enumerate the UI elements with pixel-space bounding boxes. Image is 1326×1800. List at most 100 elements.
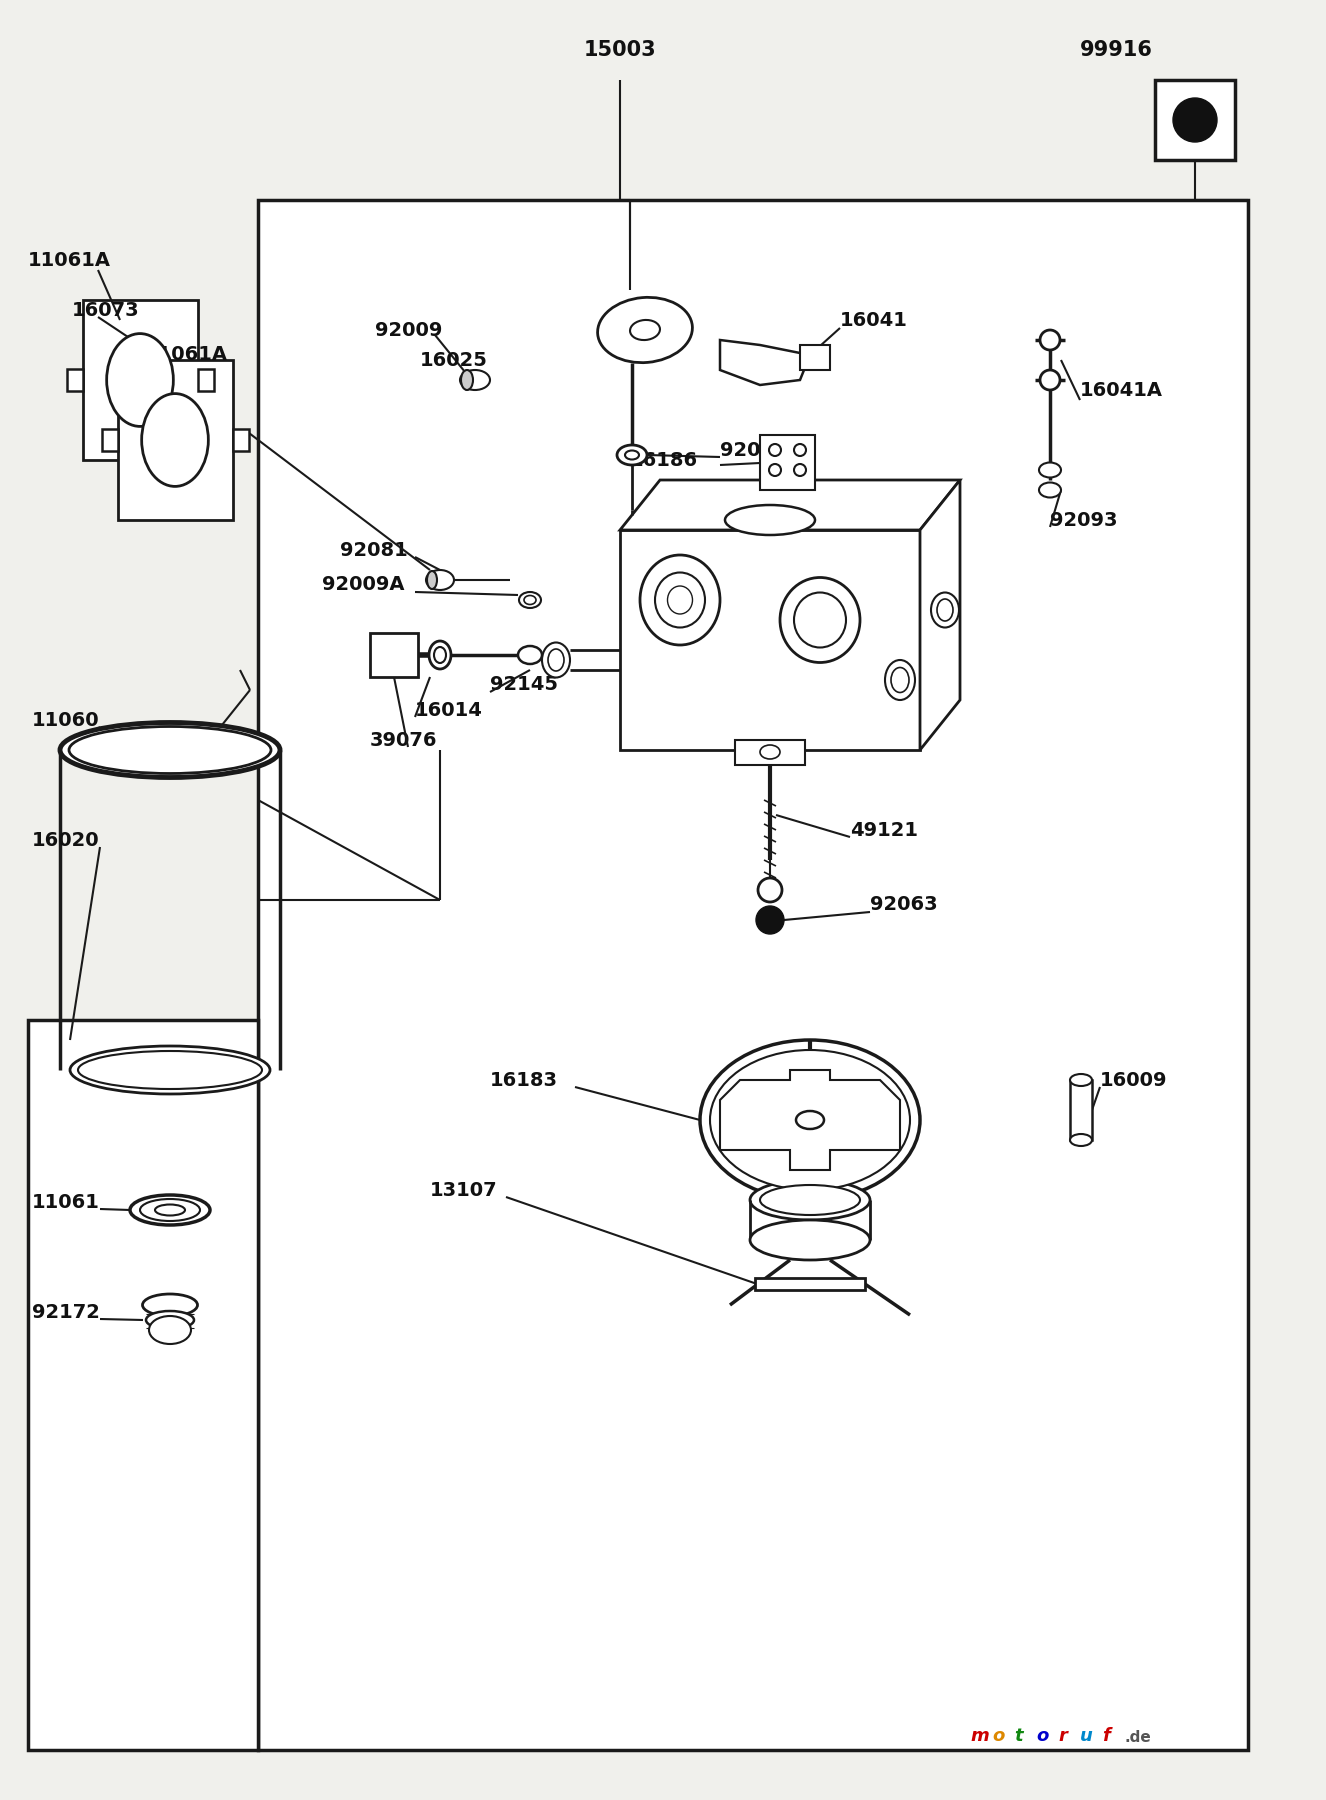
Ellipse shape — [655, 572, 705, 628]
Text: 16014: 16014 — [415, 700, 483, 720]
Text: 92093: 92093 — [720, 441, 788, 459]
Ellipse shape — [427, 571, 438, 589]
Circle shape — [1040, 371, 1059, 391]
Ellipse shape — [640, 554, 720, 644]
Text: o: o — [992, 1726, 1004, 1744]
Polygon shape — [232, 428, 248, 452]
Bar — [1155, 79, 1235, 160]
Text: m: m — [971, 1726, 989, 1744]
Polygon shape — [66, 369, 82, 391]
Ellipse shape — [430, 641, 451, 670]
Text: 99916: 99916 — [1079, 40, 1152, 59]
Ellipse shape — [617, 445, 647, 464]
Ellipse shape — [931, 592, 959, 628]
Text: 92172: 92172 — [32, 1303, 99, 1321]
Ellipse shape — [598, 297, 692, 362]
Text: t: t — [1014, 1726, 1022, 1744]
Ellipse shape — [548, 650, 564, 671]
Text: f: f — [1102, 1726, 1110, 1744]
Polygon shape — [621, 529, 920, 751]
Ellipse shape — [625, 450, 639, 459]
Ellipse shape — [70, 1046, 271, 1094]
Text: 11061A: 11061A — [28, 250, 111, 270]
Polygon shape — [621, 481, 960, 529]
Bar — [1070, 1080, 1093, 1139]
Ellipse shape — [1070, 1134, 1093, 1147]
Bar — [259, 200, 1248, 1750]
Ellipse shape — [106, 333, 174, 427]
Polygon shape — [920, 481, 960, 751]
Ellipse shape — [700, 1040, 920, 1201]
Text: 16020: 16020 — [32, 830, 99, 850]
Ellipse shape — [518, 592, 541, 608]
Text: 16041A: 16041A — [1079, 380, 1163, 400]
Ellipse shape — [149, 1316, 191, 1345]
Text: r: r — [1058, 1726, 1067, 1744]
Ellipse shape — [142, 1294, 198, 1316]
Bar — [735, 740, 805, 765]
Circle shape — [758, 878, 782, 902]
Text: 16073: 16073 — [72, 301, 139, 320]
Text: 11061A: 11061A — [145, 346, 228, 364]
Polygon shape — [102, 428, 118, 452]
Polygon shape — [118, 360, 232, 520]
Text: 16183: 16183 — [491, 1071, 558, 1089]
Text: 13107: 13107 — [430, 1181, 497, 1199]
Polygon shape — [198, 369, 213, 391]
Ellipse shape — [796, 1111, 823, 1129]
Ellipse shape — [794, 445, 806, 455]
Ellipse shape — [751, 1181, 870, 1220]
Ellipse shape — [937, 599, 953, 621]
Ellipse shape — [891, 668, 910, 693]
Polygon shape — [800, 346, 830, 371]
Ellipse shape — [769, 445, 781, 455]
Bar — [754, 1278, 865, 1291]
Ellipse shape — [884, 661, 915, 700]
Ellipse shape — [146, 1310, 194, 1328]
Text: 92145: 92145 — [491, 675, 558, 695]
Bar — [28, 1021, 259, 1750]
Text: 16025: 16025 — [420, 351, 488, 369]
Ellipse shape — [1040, 463, 1061, 477]
Ellipse shape — [794, 592, 846, 648]
Bar — [370, 634, 418, 677]
Ellipse shape — [524, 596, 536, 605]
Ellipse shape — [69, 727, 271, 774]
Polygon shape — [760, 436, 815, 490]
Ellipse shape — [794, 464, 806, 475]
Circle shape — [1174, 97, 1217, 142]
Text: u: u — [1079, 1726, 1093, 1744]
Text: 49121: 49121 — [850, 821, 918, 839]
Text: 11060: 11060 — [32, 711, 99, 729]
Ellipse shape — [760, 1184, 861, 1215]
Text: 92009: 92009 — [375, 320, 443, 340]
Ellipse shape — [751, 1220, 870, 1260]
Text: 39076: 39076 — [370, 731, 438, 749]
Circle shape — [1040, 329, 1059, 349]
Ellipse shape — [78, 1051, 263, 1089]
Ellipse shape — [630, 320, 660, 340]
Text: 16009: 16009 — [1101, 1071, 1167, 1089]
Text: 15003: 15003 — [583, 40, 656, 59]
Text: .de: .de — [1124, 1730, 1151, 1744]
Ellipse shape — [760, 745, 780, 760]
Ellipse shape — [155, 1204, 186, 1215]
Text: 16186: 16186 — [630, 450, 697, 470]
Ellipse shape — [667, 587, 692, 614]
Polygon shape — [720, 1069, 900, 1170]
Text: 92093: 92093 — [1050, 511, 1118, 529]
Ellipse shape — [1040, 482, 1061, 497]
Polygon shape — [720, 340, 810, 385]
Text: 11061: 11061 — [32, 1192, 99, 1211]
Ellipse shape — [60, 722, 280, 778]
Text: 92063: 92063 — [870, 896, 937, 914]
Ellipse shape — [142, 394, 208, 486]
Ellipse shape — [141, 1199, 200, 1220]
Ellipse shape — [1070, 1075, 1093, 1085]
Ellipse shape — [460, 371, 491, 391]
Ellipse shape — [518, 646, 542, 664]
Text: 92081: 92081 — [339, 540, 408, 560]
Ellipse shape — [769, 464, 781, 475]
Ellipse shape — [725, 506, 815, 535]
Ellipse shape — [434, 646, 446, 662]
